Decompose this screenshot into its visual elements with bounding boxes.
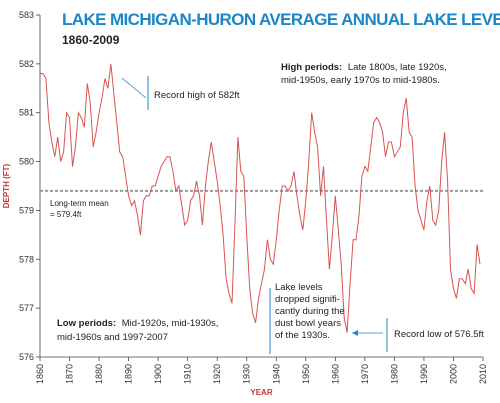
high-periods-line1: High periods: Late 1800s, late 1920s, bbox=[281, 62, 447, 73]
low-periods-text2: mid-1960s and 1997-2007 bbox=[57, 332, 168, 343]
y-tick-label: 578 bbox=[19, 254, 34, 264]
chart-subtitle: 1860-2009 bbox=[62, 33, 120, 47]
x-tick-label: 2010 bbox=[478, 364, 488, 384]
mean-label-line2: = 579.4ft bbox=[50, 210, 82, 219]
x-tick-label: 1960 bbox=[330, 364, 340, 384]
x-tick-label: 1990 bbox=[419, 364, 429, 384]
y-tick-label: 581 bbox=[19, 108, 34, 118]
y-tick-label: 579 bbox=[19, 205, 34, 215]
x-tick-label: 1880 bbox=[94, 364, 104, 384]
x-tick-label: 1980 bbox=[389, 364, 399, 384]
x-tick-label: 1900 bbox=[153, 364, 163, 384]
axes bbox=[36, 14, 484, 361]
dust-bowl-text2: dropped signifi- bbox=[275, 294, 340, 305]
y-tick-label: 576 bbox=[19, 352, 34, 362]
low-periods-label: Low periods: bbox=[57, 318, 116, 329]
y-axis-label: DEPTH (FT) bbox=[2, 163, 11, 208]
series-polyline bbox=[40, 63, 481, 333]
series-line bbox=[40, 63, 481, 333]
x-tick-label: 1950 bbox=[301, 364, 311, 384]
high-periods-text2: mid-1950s, early 1970s to mid-1980s. bbox=[281, 75, 440, 86]
dust-bowl-text1: Lake levels bbox=[275, 282, 323, 293]
tick-labels: 576 577 578 579 580 581 582 583 1860 1870 1880 1890… bbox=[19, 10, 488, 384]
mean-label-line1: Long-term mean bbox=[50, 199, 109, 208]
dust-bowl-text3: cantly during the bbox=[275, 306, 345, 317]
x-tick-label: 2000 bbox=[448, 364, 458, 384]
high-periods-text1: Late 1800s, late 1920s, bbox=[348, 62, 447, 73]
x-tick-label: 1940 bbox=[271, 364, 281, 384]
y-tick-label: 583 bbox=[19, 10, 34, 20]
x-tick-label: 1970 bbox=[360, 364, 370, 384]
y-tick-label: 580 bbox=[19, 157, 34, 167]
x-tick-label: 1860 bbox=[35, 364, 45, 384]
dust-bowl-text4: dust bowl years bbox=[275, 318, 341, 329]
record-low-label: Record low of 576.5ft bbox=[394, 329, 484, 340]
record-low-arrowhead bbox=[352, 330, 358, 336]
x-tick-label: 1910 bbox=[183, 364, 193, 384]
x-tick-label: 1870 bbox=[65, 364, 75, 384]
x-tick-label: 1890 bbox=[124, 364, 134, 384]
y-tick-label: 582 bbox=[19, 59, 34, 69]
y-tick-label: 577 bbox=[19, 303, 34, 313]
chart-title: LAKE MICHIGAN-HURON AVERAGE ANNUAL LAKE … bbox=[62, 10, 500, 29]
x-tick-label: 1930 bbox=[242, 364, 252, 384]
x-axis-label: YEAR bbox=[250, 388, 272, 397]
low-periods-text1: Mid-1920s, mid-1930s, bbox=[122, 318, 219, 329]
dust-bowl-text5: of the 1930s. bbox=[275, 330, 330, 341]
record-high-label: Record high of 582ft bbox=[154, 90, 240, 101]
x-tick-label: 1920 bbox=[212, 364, 222, 384]
record-high-pointer bbox=[121, 77, 147, 99]
low-periods-line1: Low periods: Mid-1920s, mid-1930s, bbox=[57, 318, 218, 329]
high-periods-label: High periods: bbox=[281, 62, 342, 73]
